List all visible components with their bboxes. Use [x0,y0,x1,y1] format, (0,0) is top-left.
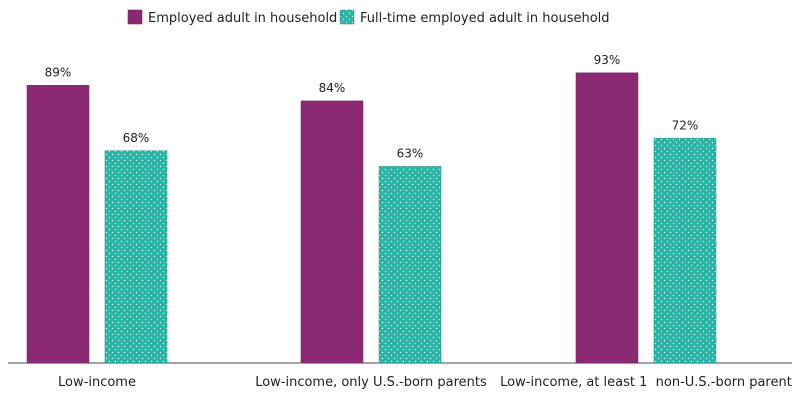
data-label-employed-low-income: 89% [45,65,72,79]
data-label-employed-only-us-born: 84% [319,81,346,95]
bar-fulltime-low-income [104,150,168,364]
bars-series-fulltime [104,138,717,364]
legend-swatch-employed [127,9,143,25]
data-labels: 89% 84% 93% 68% 63% 72% [45,53,699,161]
bar-employed-only-us-born [300,100,364,364]
bar-employed-low-income [26,85,90,364]
bar-fulltime-only-us-born [378,166,442,364]
bars-series-employed [26,72,639,364]
legend-label-fulltime: Full-time employed adult in household [360,11,610,26]
bar-employed-non-us-born [575,72,639,364]
legend-item-employed: Employed adult in household [127,9,337,26]
legend-swatch-fulltime [339,9,355,25]
category-label-low-income: Low-income [58,375,136,390]
data-label-employed-non-us-born: 93% [594,53,621,67]
data-label-fulltime-low-income: 68% [123,131,150,145]
data-label-fulltime-only-us-born: 63% [397,146,424,160]
legend-item-fulltime: Full-time employed adult in household [339,9,610,26]
bar-fulltime-non-us-born [653,138,717,364]
category-labels: Low-income Low-income, only U.S.-born pa… [58,375,792,390]
legend: Employed adult in household Full-time em… [127,9,610,26]
category-label-non-us-born: Low-income, at least 1 non-U.S.-born par… [500,375,792,390]
legend-label-employed: Employed adult in household [148,11,337,26]
data-label-fulltime-non-us-born: 72% [672,118,699,132]
category-label-only-us-born: Low-income, only U.S.-born parents [255,375,487,390]
